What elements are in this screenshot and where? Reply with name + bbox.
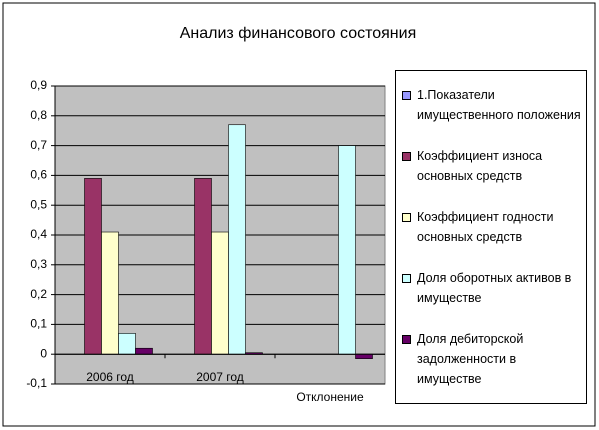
bar — [228, 124, 246, 355]
legend-item: Доля оборотных активов в имуществе — [400, 268, 582, 308]
legend-swatch — [402, 152, 411, 162]
legend-label: Коэффициент износа основных средств — [417, 149, 543, 184]
legend-label: Коэффициент годности основных средств — [417, 209, 554, 244]
y-tick-label: 0 — [40, 346, 47, 360]
y-tick-label: 0,6 — [30, 168, 47, 182]
x-tick-label: 2006 год — [86, 370, 134, 384]
legend-label: 1.Показатели имущественного положения — [417, 88, 581, 123]
bar — [84, 178, 102, 355]
y-tick-label: 0,1 — [30, 317, 47, 331]
y-tick-label: 0,8 — [30, 108, 47, 122]
bar — [118, 333, 136, 355]
y-tick-label: -0,1 — [26, 376, 47, 390]
x-tick-label: 2007 год — [196, 370, 244, 384]
y-tick-label: 0,4 — [30, 227, 47, 241]
legend-swatch — [402, 91, 411, 101]
legend-swatch — [402, 334, 411, 344]
bar — [211, 231, 229, 355]
bar — [194, 178, 212, 355]
bar — [135, 347, 153, 355]
chart-title: Анализ финансового состояния — [180, 25, 416, 42]
legend-swatch — [402, 273, 411, 283]
legend-swatch — [402, 212, 411, 222]
y-tick-label: 0,3 — [30, 257, 47, 271]
legend-item: Коэффициент годности основных средств — [400, 207, 582, 247]
y-tick-label: 0,5 — [30, 197, 47, 211]
x-tick-label: Отклонение — [296, 390, 364, 404]
y-tick-label: 0,7 — [30, 138, 47, 152]
y-tick-label: 0,9 — [30, 78, 47, 92]
legend-label: Доля оборотных активов в имуществе — [417, 270, 572, 305]
legend-item: Доля дебиторской задолженности в имущест… — [400, 329, 582, 389]
legend: 1.Показатели имущественного положения Коэ… — [395, 70, 587, 404]
y-tick-label: 0,2 — [30, 287, 47, 301]
legend-item: Коэффициент износа основных средств — [400, 146, 582, 186]
bar — [101, 231, 119, 355]
bar — [338, 145, 356, 355]
legend-item: 1.Показатели имущественного положения — [400, 85, 582, 125]
legend-label: Доля дебиторской задолженности в имущест… — [417, 331, 524, 386]
bar — [355, 353, 373, 359]
